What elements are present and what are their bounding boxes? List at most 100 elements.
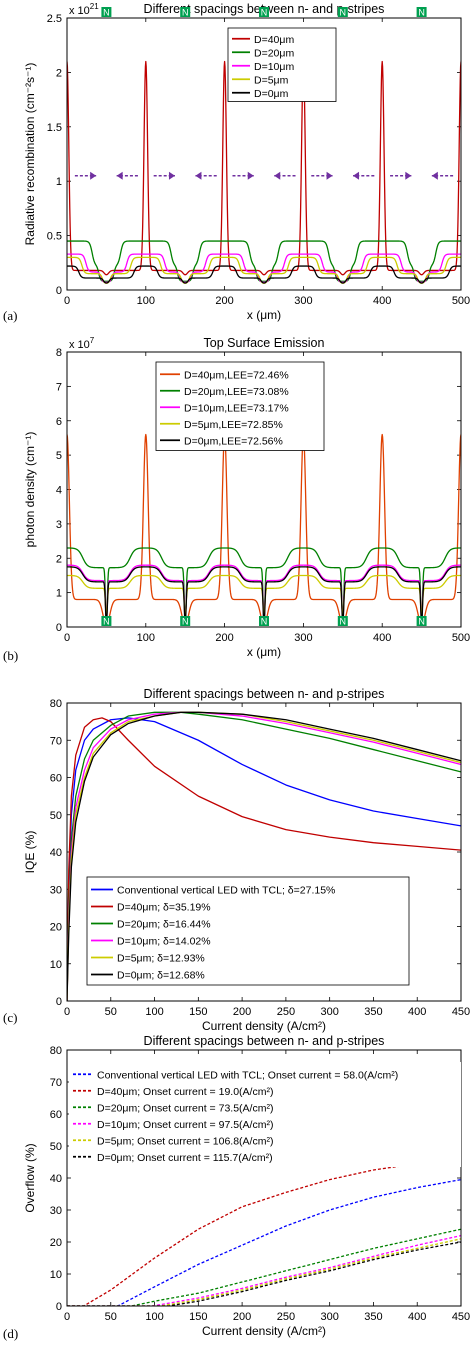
series-line-0 — [67, 1178, 461, 1306]
y-tick-label: 20 — [50, 1237, 62, 1249]
legend-entry: D=40μm; Onset current = 19.0(A/cm²) — [97, 1086, 273, 1098]
x-tick-label: 100 — [137, 632, 155, 644]
legend-box — [69, 1062, 461, 1167]
legend-entry: D=20μm; δ=16.44% — [117, 919, 211, 931]
y-tick-label: 4 — [56, 485, 62, 497]
n-stripe-marker — [180, 616, 191, 626]
x-tick-label: 50 — [105, 1311, 117, 1323]
legend-box — [155, 361, 325, 451]
legend-entry: D=10μm; Onset current = 97.5(A/cm²) — [97, 1119, 273, 1131]
legend-entry: D=10μm,LEE=73.17% — [184, 402, 289, 414]
y-tick-label: 0 — [56, 996, 62, 1008]
y-axis-title: Overflow (%) — [23, 1143, 37, 1212]
n-stripe-marker — [101, 616, 112, 626]
series-group — [67, 711, 461, 1001]
x-tick-label: 200 — [215, 632, 233, 644]
x-tick-label: 500 — [452, 632, 470, 644]
axis-multiplier: x 107 — [69, 336, 95, 351]
legend: Conventional vertical LED with TCL; Onse… — [69, 1062, 461, 1167]
x-tick-label: 100 — [145, 1006, 163, 1018]
multiplier-base: x 10 — [69, 339, 90, 351]
series-line-3 — [67, 574, 461, 618]
x-tick-label: 200 — [233, 1311, 251, 1323]
x-tick-label: 300 — [294, 295, 312, 307]
x-tick-label: 200 — [215, 295, 233, 307]
x-tick-label: 400 — [408, 1311, 426, 1323]
y-tick-label: 2 — [56, 553, 62, 565]
y-tick-label: 80 — [50, 698, 62, 710]
n-stripe-marker — [337, 616, 348, 626]
y-tick-label: 40 — [50, 1173, 62, 1185]
x-tick-label: 50 — [105, 1006, 117, 1018]
y-tick-label: 0 — [56, 285, 62, 297]
plot-frame — [66, 17, 462, 291]
y-tick-label: 60 — [50, 773, 62, 785]
legend-entry: D=0μm — [254, 88, 289, 100]
arrow-head — [90, 171, 97, 180]
n-stripe-marker-label: N — [340, 8, 347, 18]
x-tick-label: 350 — [364, 1006, 382, 1018]
n-stripe-marker-label: N — [340, 617, 347, 627]
x-axis-title: Current density (A/cm²) — [202, 1324, 326, 1338]
arrow-head — [431, 171, 438, 180]
x-tick-label: 400 — [373, 632, 391, 644]
y-tick-label: 30 — [50, 884, 62, 896]
series-group — [67, 60, 461, 284]
x-tick-label: 0 — [64, 632, 70, 644]
x-tick-label: 0 — [64, 1006, 70, 1018]
series-line-0 — [67, 60, 461, 276]
n-stripe-marker-label: N — [182, 617, 189, 627]
y-tick-label: 8 — [56, 347, 62, 359]
x-tick-label: 450 — [452, 1006, 470, 1018]
arrow-head — [274, 171, 281, 180]
legend-entry: D=10μm; δ=14.02% — [117, 936, 211, 948]
x-axis-title: x (μm) — [247, 645, 281, 659]
series-line-2 — [67, 1228, 461, 1306]
series-line-2 — [67, 711, 461, 1001]
series-line-5 — [67, 711, 461, 1001]
x-axis-title: x (μm) — [247, 308, 281, 322]
x-tick-label: 400 — [408, 1006, 426, 1018]
y-tick-label: 10 — [50, 1269, 62, 1281]
axis-multiplier: x 1021 — [69, 2, 99, 17]
arrow-head — [116, 171, 123, 180]
y-tick-label: 1 — [56, 176, 62, 188]
legend-entry: D=0μm,LEE=72.56% — [184, 435, 283, 447]
legend-entry: D=40μm — [254, 34, 294, 46]
y-tick-label: 30 — [50, 1205, 62, 1217]
legend-entry: Conventional vertical LED with TCL; δ=27… — [117, 885, 335, 897]
legend-box — [86, 876, 410, 986]
y-tick-label: 50 — [50, 810, 62, 822]
y-axis-title: IQE (%) — [23, 831, 37, 874]
x-tick-label: 500 — [452, 295, 470, 307]
n-stripe-marker — [259, 7, 269, 17]
y-tick-label: 6 — [56, 416, 62, 428]
chart-title: Different spacings between n- and p-stri… — [144, 1034, 385, 1048]
panel-label: (d) — [3, 1326, 18, 1341]
y-tick-label: 3 — [56, 519, 62, 531]
n-stripe-marker — [337, 7, 348, 17]
x-tick-label: 0 — [64, 295, 70, 307]
legend-entry: D=40μm,LEE=72.46% — [184, 369, 289, 381]
legend-entry: D=40μm; δ=35.19% — [117, 902, 211, 914]
y-tick-label: 0 — [56, 1301, 62, 1313]
legend-entry: D=5μm — [254, 74, 289, 86]
chart-panel-2: Different spacings between n- and p-stri… — [3, 687, 470, 1033]
x-tick-label: 300 — [320, 1311, 338, 1323]
arrow-head — [247, 171, 254, 180]
legend-entry: D=5μm,LEE=72.85% — [184, 419, 283, 431]
x-tick-label: 100 — [137, 295, 155, 307]
series-line-3 — [67, 1234, 461, 1306]
legend-entry: D=0μm; δ=12.68% — [117, 970, 205, 982]
y-tick-label: 60 — [50, 1109, 62, 1121]
y-tick-label: 7 — [56, 381, 62, 393]
series-line-4 — [67, 265, 461, 284]
y-tick-label: 80 — [50, 1045, 62, 1057]
legend-entry: D=20μm; Onset current = 73.5(A/cm²) — [97, 1102, 273, 1114]
y-tick-label: 2 — [56, 67, 62, 79]
x-tick-label: 250 — [277, 1006, 295, 1018]
series-line-0 — [67, 433, 461, 626]
panel-label: (c) — [3, 1010, 17, 1025]
